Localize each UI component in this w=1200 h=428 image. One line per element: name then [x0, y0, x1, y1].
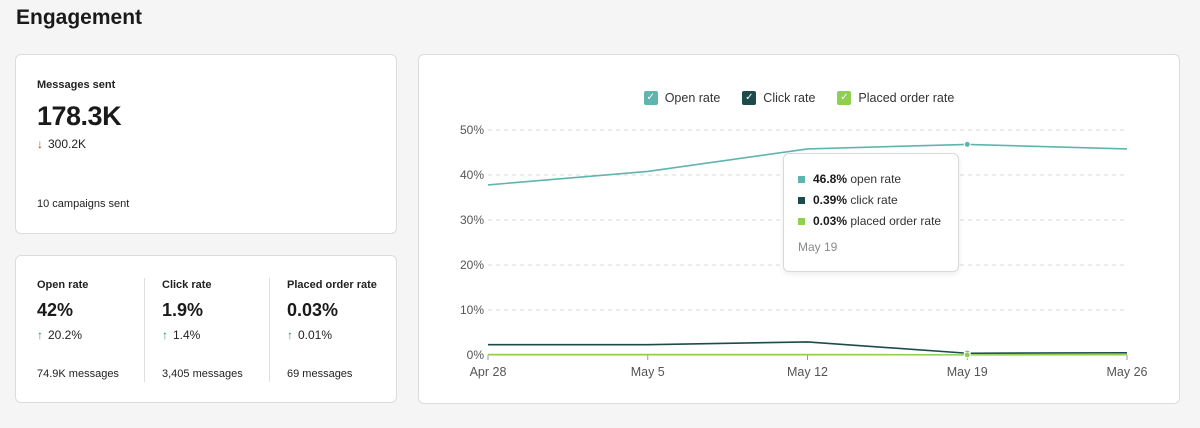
tooltip-placed-order-rate-value: 0.03% [813, 214, 848, 228]
data-point-placed-order-rate [963, 351, 971, 359]
open-rate-swatch-icon [798, 175, 805, 183]
line-chart[interactable]: 0% 10% 20% 30% 40% 50% Apr 28 May 5 May 12 May 19… [419, 55, 1179, 403]
open-rate-delta: ↑ 20.2% [37, 328, 82, 342]
tooltip-open-rate-text: open rate [850, 172, 902, 186]
series-line-click-rate [488, 341, 1128, 355]
legend-click-rate[interactable]: ✓ Click rate [742, 91, 815, 105]
placed-order-rate-value: 0.03% [287, 300, 339, 320]
placed-order-rate-swatch-icon [798, 217, 805, 225]
rate-divider [144, 278, 145, 382]
y-tick-label: 20% [460, 258, 484, 272]
campaigns-sent-text: 10 campaigns sent [37, 198, 130, 210]
x-tick-label: Apr 28 [470, 365, 507, 379]
page-title: Engagement [16, 6, 143, 29]
tooltip-open-rate: 46.8% open rate [798, 172, 901, 186]
x-tick-label: May 26 [1107, 365, 1148, 379]
y-tick-label: 50% [460, 123, 484, 137]
click-rate-messages: 3,405 messages [162, 368, 243, 380]
y-tick-label: 40% [460, 168, 484, 182]
click-rate-delta-value: 1.4% [173, 328, 201, 342]
x-tick-label: May 12 [787, 365, 828, 379]
placed-order-rate-delta-value: 0.01% [298, 328, 333, 342]
tooltip-click-rate-value: 0.39% [813, 193, 848, 207]
placed-order-rate-messages: 69 messages [287, 368, 353, 380]
x-tick-label: May 19 [947, 365, 988, 379]
click-rate-swatch-icon [798, 196, 805, 204]
legend-click-rate-label: Click rate [763, 91, 816, 105]
check-icon[interactable]: ✓ [643, 91, 658, 105]
arrow-up-icon: ↑ [287, 328, 293, 342]
arrow-up-icon: ↑ [37, 328, 43, 342]
messages-sent-delta: ↓ 300.2K [37, 137, 86, 151]
arrow-up-icon: ↑ [162, 328, 168, 342]
legend-open-rate-label: Open rate [664, 91, 721, 105]
click-rate-value: 1.9% [162, 300, 204, 320]
messages-sent-delta-value: 300.2K [48, 137, 87, 151]
tooltip-placed-order-rate: 0.03% placed order rate [798, 214, 941, 228]
tooltip-open-rate-value: 46.8% [813, 172, 848, 186]
x-tick-label: May 5 [631, 365, 665, 379]
tooltip-placed-order-rate-text: placed order rate [850, 214, 942, 228]
tooltip-click-rate: 0.39% click rate [798, 193, 898, 207]
open-rate-delta-value: 20.2% [48, 328, 83, 342]
check-icon[interactable]: ✓ [837, 91, 852, 105]
tooltip-click-rate-text: click rate [850, 193, 898, 207]
messages-sent-value: 178.3K [37, 101, 122, 131]
rates-card: Open rate 42% ↑ 20.2% 74.9K messages Cli… [15, 255, 397, 403]
placed-order-rate-delta: ↑ 0.01% [287, 328, 332, 342]
data-point-open-rate [963, 140, 971, 148]
messages-sent-card: Messages sent 178.3K ↓ 300.2K 10 campaig… [15, 54, 397, 234]
open-rate-value: 42% [37, 300, 74, 320]
open-rate-label: Open rate [37, 279, 89, 291]
chart-tooltip: 46.8% open rate 0.39% click rate 0.03% p… [783, 153, 959, 272]
engagement-chart-card: ✓ Open rate ✓ Click rate ✓ Placed order … [418, 54, 1180, 404]
click-rate-label: Click rate [162, 279, 212, 291]
click-rate-delta: ↑ 1.4% [162, 328, 200, 342]
rate-divider [269, 278, 270, 382]
legend-placed-order-rate[interactable]: ✓ Placed order rate [837, 91, 954, 105]
y-tick-label: 10% [460, 303, 484, 317]
tooltip-date: May 19 [798, 240, 838, 254]
legend-open-rate[interactable]: ✓ Open rate [643, 91, 721, 105]
check-icon[interactable]: ✓ [742, 91, 757, 105]
arrow-down-icon: ↓ [37, 137, 43, 151]
open-rate-messages: 74.9K messages [37, 368, 119, 380]
placed-order-rate-label: Placed order rate [287, 279, 377, 291]
messages-sent-label: Messages sent [37, 79, 116, 91]
series-line-open-rate [487, 143, 1128, 186]
y-tick-label: 30% [460, 213, 484, 227]
y-tick-label: 0% [467, 348, 485, 362]
legend-placed-order-rate-label: Placed order rate [858, 91, 955, 105]
chart-legend: ✓ Open rate ✓ Click rate ✓ Placed order … [419, 91, 1179, 105]
